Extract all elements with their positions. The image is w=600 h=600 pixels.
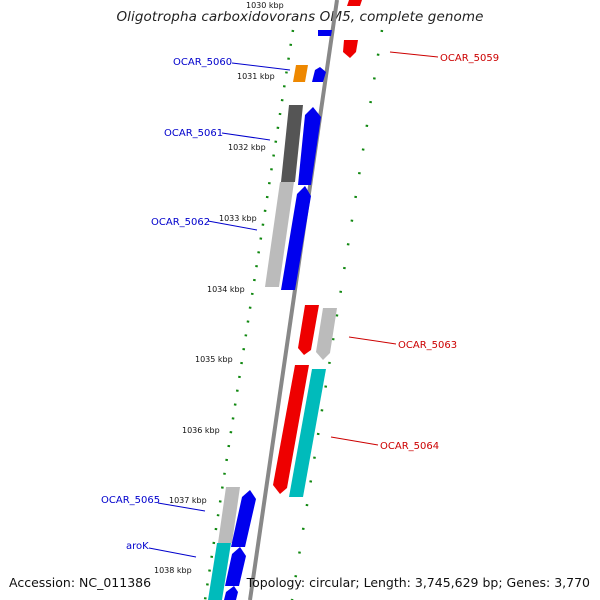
gene-label-ocar-5060[interactable]: OCAR_5060 xyxy=(173,57,232,68)
gene-arrow xyxy=(273,365,309,494)
map-title: Oligotropha carboxidovorans OM5, complet… xyxy=(116,9,484,25)
tick-label-1036: 1036 kbp xyxy=(182,426,220,435)
gene-label-ocar-5062[interactable]: OCAR_5062 xyxy=(151,217,210,228)
gene-arrow xyxy=(312,67,326,82)
leader-line xyxy=(157,502,206,512)
gene-cog-block xyxy=(265,182,294,287)
leader-line xyxy=(389,51,439,58)
gene-label-arok[interactable]: aroK xyxy=(126,541,149,552)
tick-label-1030: 1030 kbp xyxy=(246,1,284,10)
gene-cog-block xyxy=(293,65,308,82)
gene-arrow xyxy=(281,186,311,290)
gene-arrow xyxy=(347,0,362,6)
leader-line xyxy=(348,336,397,345)
gene-ocar-5059[interactable] xyxy=(343,0,362,58)
gene-fragment xyxy=(318,30,332,36)
gene-cog-block xyxy=(316,308,337,360)
gene-label-ocar-5059[interactable]: OCAR_5059 xyxy=(440,53,499,64)
outer-guide-ring xyxy=(290,29,384,600)
gene-label-ocar-5065[interactable]: OCAR_5065 xyxy=(101,495,160,506)
genome-backbone xyxy=(248,0,339,600)
gene-label-ocar-5061[interactable]: OCAR_5061 xyxy=(164,128,223,139)
tick-label-1032: 1032 kbp xyxy=(228,143,266,152)
leader-line xyxy=(221,132,271,141)
gene-arrow xyxy=(298,305,319,355)
gene-cog-block xyxy=(218,487,240,543)
tick-label-1031: 1031 kbp xyxy=(237,72,275,81)
tick-label-1034: 1034 kbp xyxy=(207,285,245,294)
genome-stats-label: Topology: circular; Length: 3,745,629 bp… xyxy=(246,575,590,590)
gene-arrow xyxy=(224,586,238,600)
tick-label-1033: 1033 kbp xyxy=(219,214,257,223)
gene-label-ocar-5063[interactable]: OCAR_5063 xyxy=(398,340,457,351)
gene-arrow xyxy=(231,490,256,547)
gene-arrow xyxy=(225,547,246,586)
gene-cog-block xyxy=(289,369,326,497)
leader-line xyxy=(231,62,291,71)
tick-label-1038: 1038 kbp xyxy=(154,566,192,575)
tick-label-1035: 1035 kbp xyxy=(195,355,233,364)
leader-line xyxy=(207,220,258,231)
leader-line xyxy=(148,547,197,558)
leader-line xyxy=(330,436,379,446)
gene-arrow xyxy=(298,107,321,185)
gene-cog-block xyxy=(208,543,231,600)
gene-arrow xyxy=(343,40,358,58)
gene-label-ocar-5064[interactable]: OCAR_5064 xyxy=(380,441,439,452)
tick-label-1037: 1037 kbp xyxy=(169,496,207,505)
accession-label: Accession: NC_011386 xyxy=(9,575,152,590)
gene-cog-block xyxy=(281,105,303,182)
